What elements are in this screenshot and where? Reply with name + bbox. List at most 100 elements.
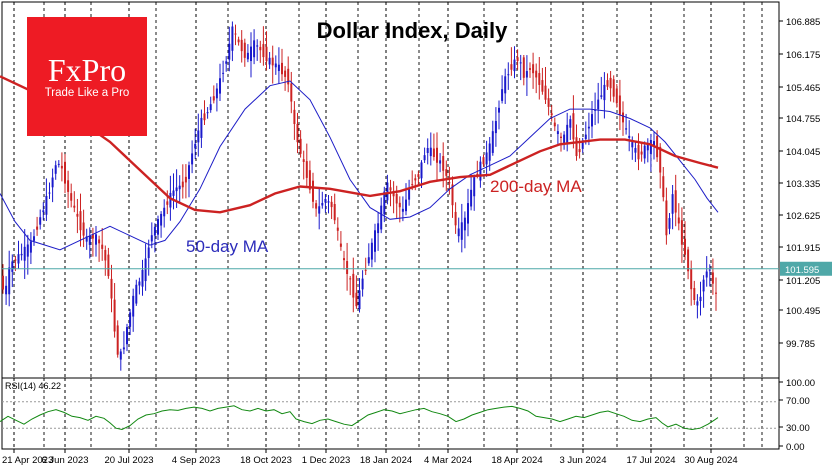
candle-body-down: [544, 85, 547, 100]
last-price-tag: [780, 261, 832, 276]
candle-body-down: [113, 299, 116, 332]
candle-body-up: [268, 57, 271, 65]
candle-body-down: [339, 243, 342, 247]
candle-body-down: [36, 226, 39, 230]
candle-body-down: [445, 169, 448, 176]
candle-body-up: [246, 52, 249, 60]
ma50-line: [0, 80, 719, 251]
candle-body-up: [231, 26, 234, 51]
date-axis-label: 30 Aug 2024: [684, 455, 737, 466]
candle-body-up: [129, 312, 132, 327]
candle-body-up: [597, 99, 600, 110]
candle-body-up: [594, 109, 597, 111]
candle-body-up: [361, 278, 364, 290]
candle-body-down: [662, 176, 665, 198]
candle-body-down: [575, 137, 578, 157]
candle-body-down: [436, 147, 438, 163]
candle-body-up: [215, 88, 218, 99]
candle-body-down: [352, 273, 355, 298]
candle-body-down: [302, 159, 305, 162]
ma200-line: [0, 75, 719, 214]
candle-body-up: [8, 267, 11, 295]
candle-body-down: [532, 64, 535, 74]
candle-body-up: [581, 141, 584, 149]
candle-body-up: [696, 301, 699, 306]
candle-body-down: [2, 275, 4, 290]
rsi-panel-frame: [1, 377, 780, 450]
candle-body-up: [5, 285, 8, 295]
candle-body-down: [67, 180, 70, 192]
candle-body-up: [141, 270, 144, 287]
candle-body-up: [253, 40, 256, 58]
candle-body-down: [181, 181, 184, 188]
candle-body-up: [631, 142, 634, 148]
candle-body-up: [405, 199, 407, 212]
candle-body-up: [473, 177, 476, 197]
candle-body-up: [20, 253, 23, 256]
candle-body-down: [271, 57, 274, 66]
candle-body-down: [395, 193, 398, 204]
candle-body-up: [23, 246, 26, 261]
candle-body-down: [184, 176, 187, 183]
price-axis-label: 101.915: [786, 243, 820, 254]
candle-body-up: [467, 203, 469, 224]
candle-body-up: [206, 112, 209, 114]
candle-body-down: [578, 149, 581, 153]
candle-body-up: [172, 190, 175, 196]
candle-body-down: [312, 180, 314, 202]
candle-body-up: [144, 258, 147, 282]
candle-body-up: [569, 119, 572, 128]
candle-body-up: [603, 84, 606, 101]
date-axis-label: 20 Jul 2023: [104, 455, 153, 466]
candle-body-up: [138, 281, 141, 286]
candle-body-up: [420, 162, 423, 179]
candle-body-down: [550, 113, 553, 116]
candle-body-up: [321, 203, 324, 206]
candle-body-down: [640, 151, 643, 155]
candle-body-up: [494, 121, 497, 134]
candle-body-down: [73, 205, 76, 208]
candle-body-down: [281, 62, 283, 75]
candle-body-up: [566, 124, 569, 144]
candle-body-down: [553, 122, 556, 127]
candle-body-down: [615, 88, 618, 104]
date-axis-label: 1 Dec 2023: [302, 455, 351, 466]
candle-body-down: [110, 278, 113, 299]
candle-body-down: [693, 288, 696, 301]
candle-body-down: [618, 95, 621, 115]
candle-body-up: [367, 257, 370, 264]
candle-body-down: [637, 144, 640, 160]
candle-body-down: [355, 292, 358, 307]
candle-body-down: [432, 148, 435, 157]
candle-body-down: [482, 157, 485, 165]
price-axis-label: 102.625: [786, 211, 820, 222]
candle-body-down: [315, 203, 318, 209]
price-axis-label: 104.045: [786, 147, 820, 158]
candle-body-down: [538, 73, 541, 85]
candle-body-down: [70, 193, 73, 201]
candle-body-up: [380, 205, 383, 230]
price-axis-label: 101.205: [786, 276, 820, 287]
candle-body-down: [411, 184, 414, 186]
candle-body-up: [327, 201, 330, 203]
candle-body-up: [17, 254, 20, 264]
candle-body-up: [498, 107, 500, 113]
candle-body-up: [504, 76, 507, 94]
candle-body-up: [57, 163, 60, 165]
candle-body-down: [529, 68, 531, 70]
candle-body-down: [343, 258, 345, 261]
candle-body-down: [414, 178, 417, 181]
candle-body-up: [374, 230, 376, 252]
date-axis-label: 17 Jul 2024: [626, 455, 675, 466]
candle-body-down: [333, 204, 336, 221]
candle-body-down: [535, 70, 538, 78]
candle-body-down: [243, 42, 246, 58]
candle-body-down: [349, 278, 352, 280]
candle-body-up: [584, 134, 587, 139]
candle-body-down: [296, 123, 299, 143]
candle-body-up: [48, 192, 51, 194]
price-axis-label: 100.495: [786, 306, 820, 317]
candle-body-up: [488, 143, 491, 161]
candle-body-down: [91, 234, 94, 239]
